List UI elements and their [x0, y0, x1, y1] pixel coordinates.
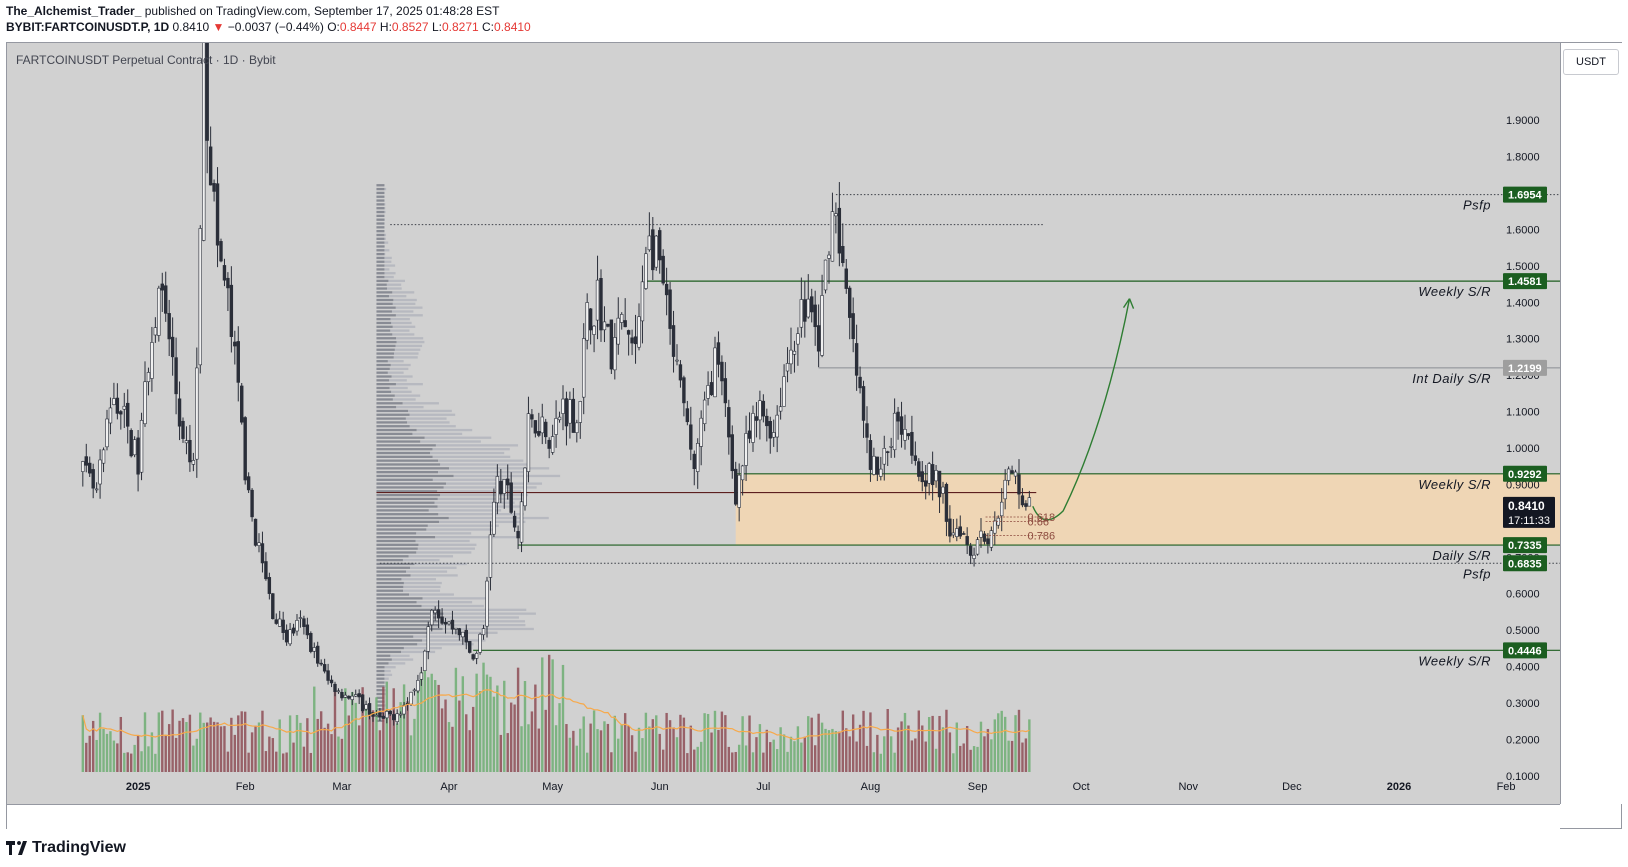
close-value: 0.8410 [494, 20, 531, 34]
low-value: 0.8271 [441, 20, 479, 34]
last-price: 0.8410 [172, 20, 210, 34]
symbol-label: BYBIT:FARTCOINUSDT.P, 1D [6, 20, 170, 34]
high-label: H: [379, 20, 392, 34]
low-label: L: [431, 20, 442, 34]
ohlc-line: BYBIT:FARTCOINUSDT.P, 1D 0.8410 ▼ −0.003… [6, 20, 531, 34]
open-value: 0.8447 [339, 20, 377, 34]
tradingview-logo-icon [6, 841, 27, 855]
price-axis[interactable] [1560, 43, 1622, 804]
publish-date: published on TradingView.com, September … [144, 4, 500, 18]
publish-info: The_Alchemist_Trader_ published on Tradi… [6, 4, 499, 18]
price-change: −0.0037 (−0.44%) [227, 20, 324, 34]
high-value: 0.8527 [391, 20, 429, 34]
chart-pane[interactable] [7, 43, 1560, 804]
author-name[interactable]: The_Alchemist_Trader_ [6, 4, 142, 18]
time-axis[interactable] [7, 804, 1560, 829]
brand-text: TradingView [32, 839, 126, 856]
open-label: O: [327, 20, 340, 34]
currency-button[interactable]: USDT [1563, 49, 1619, 75]
chart-legend-title: FARTCOINUSDT Perpetual Contract · 1D · B… [16, 53, 276, 67]
close-label: C: [482, 20, 495, 34]
down-arrow-icon: ▼ [212, 20, 225, 34]
tradingview-brand: TradingView [6, 839, 126, 857]
